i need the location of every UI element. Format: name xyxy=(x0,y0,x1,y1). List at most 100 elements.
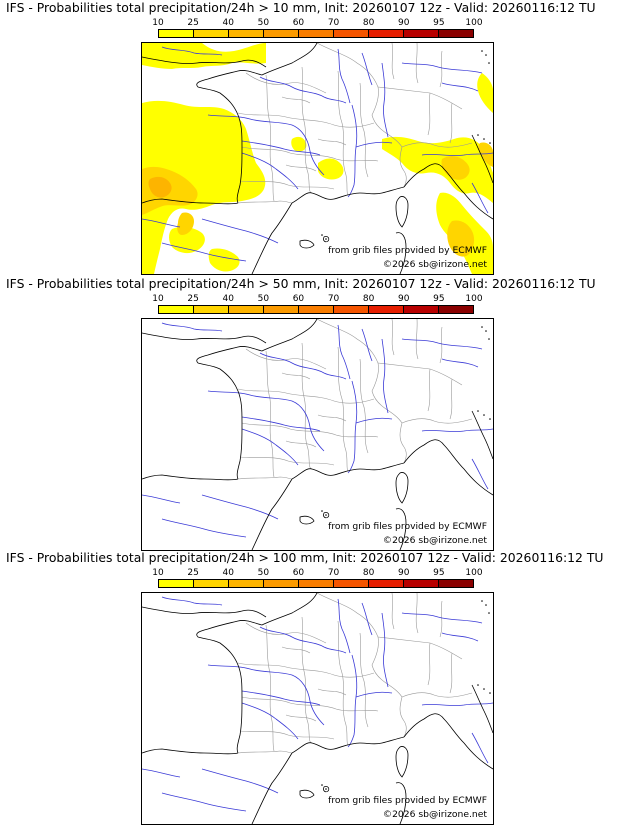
map-frame[interactable]: from grib files provided by ECMWF ©2026 … xyxy=(141,318,494,551)
island-dot xyxy=(483,414,485,416)
colorbar-segment xyxy=(439,30,473,37)
map-svg xyxy=(142,43,493,274)
river-layer xyxy=(142,322,493,538)
coastline xyxy=(251,202,293,274)
border-layer xyxy=(237,43,473,204)
colorbar-tick-label: 40 xyxy=(222,294,234,304)
colorbar-tick-label: 50 xyxy=(257,18,270,28)
colorbar-tick-label: 70 xyxy=(327,18,340,28)
island-dot xyxy=(483,138,485,140)
coastline xyxy=(403,163,493,220)
border-line xyxy=(401,692,473,698)
copyright-credit: ©2026 sb@irizone.net xyxy=(382,535,487,546)
river-line xyxy=(421,152,493,156)
colorbar-tick-label: 95 xyxy=(433,18,445,28)
map-frame[interactable]: from grib files provided by ECMWF ©2026 … xyxy=(141,42,494,275)
coastline xyxy=(471,684,493,734)
precip-area-10-25 xyxy=(462,73,493,149)
source-credit: from grib files provided by ECMWF xyxy=(328,795,487,806)
river-line xyxy=(347,380,358,474)
colorbar-segment xyxy=(229,30,264,37)
coastline xyxy=(299,239,315,249)
precip-area-25-40 xyxy=(447,220,475,257)
border-line xyxy=(401,418,473,424)
colorbar-ticks: 10 25 40 50 60 70 80 90 95 100 xyxy=(142,568,512,579)
colorbar-segment xyxy=(229,306,264,313)
border-line xyxy=(301,66,313,194)
colorbar-segment xyxy=(194,580,229,587)
colorbar-segment xyxy=(334,580,369,587)
island-dot xyxy=(477,134,479,136)
map-panel-10mm: IFS - Probabilities total precipitation/… xyxy=(0,0,630,276)
river-line xyxy=(201,494,279,520)
river-line xyxy=(355,141,393,148)
coastline xyxy=(323,786,330,793)
river-line xyxy=(259,626,347,654)
border-line xyxy=(301,616,313,744)
island-dot xyxy=(321,784,323,786)
colorbar-segment xyxy=(369,306,404,313)
colorbar-tick-label: 70 xyxy=(327,568,340,578)
river-line xyxy=(241,702,299,740)
island-dot xyxy=(488,612,490,614)
river-line xyxy=(471,732,489,764)
river-line xyxy=(421,428,493,432)
colorbar-segment xyxy=(404,30,439,37)
precip-area-10-25 xyxy=(318,158,344,180)
river-line xyxy=(441,358,479,368)
river-line xyxy=(401,612,483,624)
colorbar-segment xyxy=(299,30,334,37)
colorbar-tick-label: 90 xyxy=(398,568,410,578)
island-dots xyxy=(321,600,491,790)
colorbar-segment xyxy=(264,580,299,587)
river-line xyxy=(241,428,299,466)
precip-area-25-40 xyxy=(177,212,194,235)
river-line xyxy=(241,690,321,706)
colorbar-ticks: 10 25 40 50 60 70 80 90 95 100 xyxy=(142,294,512,305)
border-line xyxy=(401,142,473,148)
island-dot xyxy=(481,50,483,52)
precip-area-10-25 xyxy=(142,43,266,69)
river-layer xyxy=(142,46,493,262)
border-line xyxy=(316,319,407,464)
river-line xyxy=(355,691,393,698)
island-dot xyxy=(485,330,487,332)
colorbar-segment xyxy=(159,580,194,587)
precip-area-10-25 xyxy=(382,136,493,203)
colorbar-tick-label: 25 xyxy=(187,568,199,578)
copyright-credit: ©2026 sb@irizone.net xyxy=(382,259,487,270)
border-line xyxy=(427,600,453,694)
coast-layer xyxy=(142,43,493,274)
border-line xyxy=(359,82,369,178)
border-line xyxy=(377,86,463,110)
colorbar xyxy=(158,579,474,588)
map-frame[interactable]: from grib files provided by ECMWF ©2026 … xyxy=(141,592,494,825)
colorbar-tick-label: 25 xyxy=(187,18,199,28)
colorbar-tick-label: 70 xyxy=(327,294,340,304)
border-line xyxy=(391,43,419,84)
colorbar-segment xyxy=(264,306,299,313)
border-line xyxy=(281,372,347,448)
panel-title: IFS - Probabilities total precipitation/… xyxy=(6,550,604,565)
river-line xyxy=(142,494,181,504)
river-layer xyxy=(142,596,493,812)
coastline xyxy=(403,713,493,770)
coastline xyxy=(471,134,493,184)
colorbar-tick-label: 60 xyxy=(292,568,305,578)
border-line xyxy=(241,146,379,162)
colorbar-tick-label: 90 xyxy=(398,294,410,304)
colorbar-tick-label: 95 xyxy=(433,294,445,304)
coastline xyxy=(471,410,493,460)
coast-layer xyxy=(142,593,493,824)
river-line xyxy=(337,48,351,104)
colorbar-segment xyxy=(439,580,473,587)
panel-title: IFS - Probabilities total precipitation/… xyxy=(6,276,596,291)
border-line xyxy=(237,750,293,754)
colorbar-tick-label: 100 xyxy=(465,18,483,28)
river-line xyxy=(401,338,483,350)
river-line xyxy=(381,62,389,138)
border-layer xyxy=(237,593,473,754)
river-line xyxy=(337,598,351,654)
coastline xyxy=(395,782,407,824)
coastline xyxy=(403,439,493,496)
